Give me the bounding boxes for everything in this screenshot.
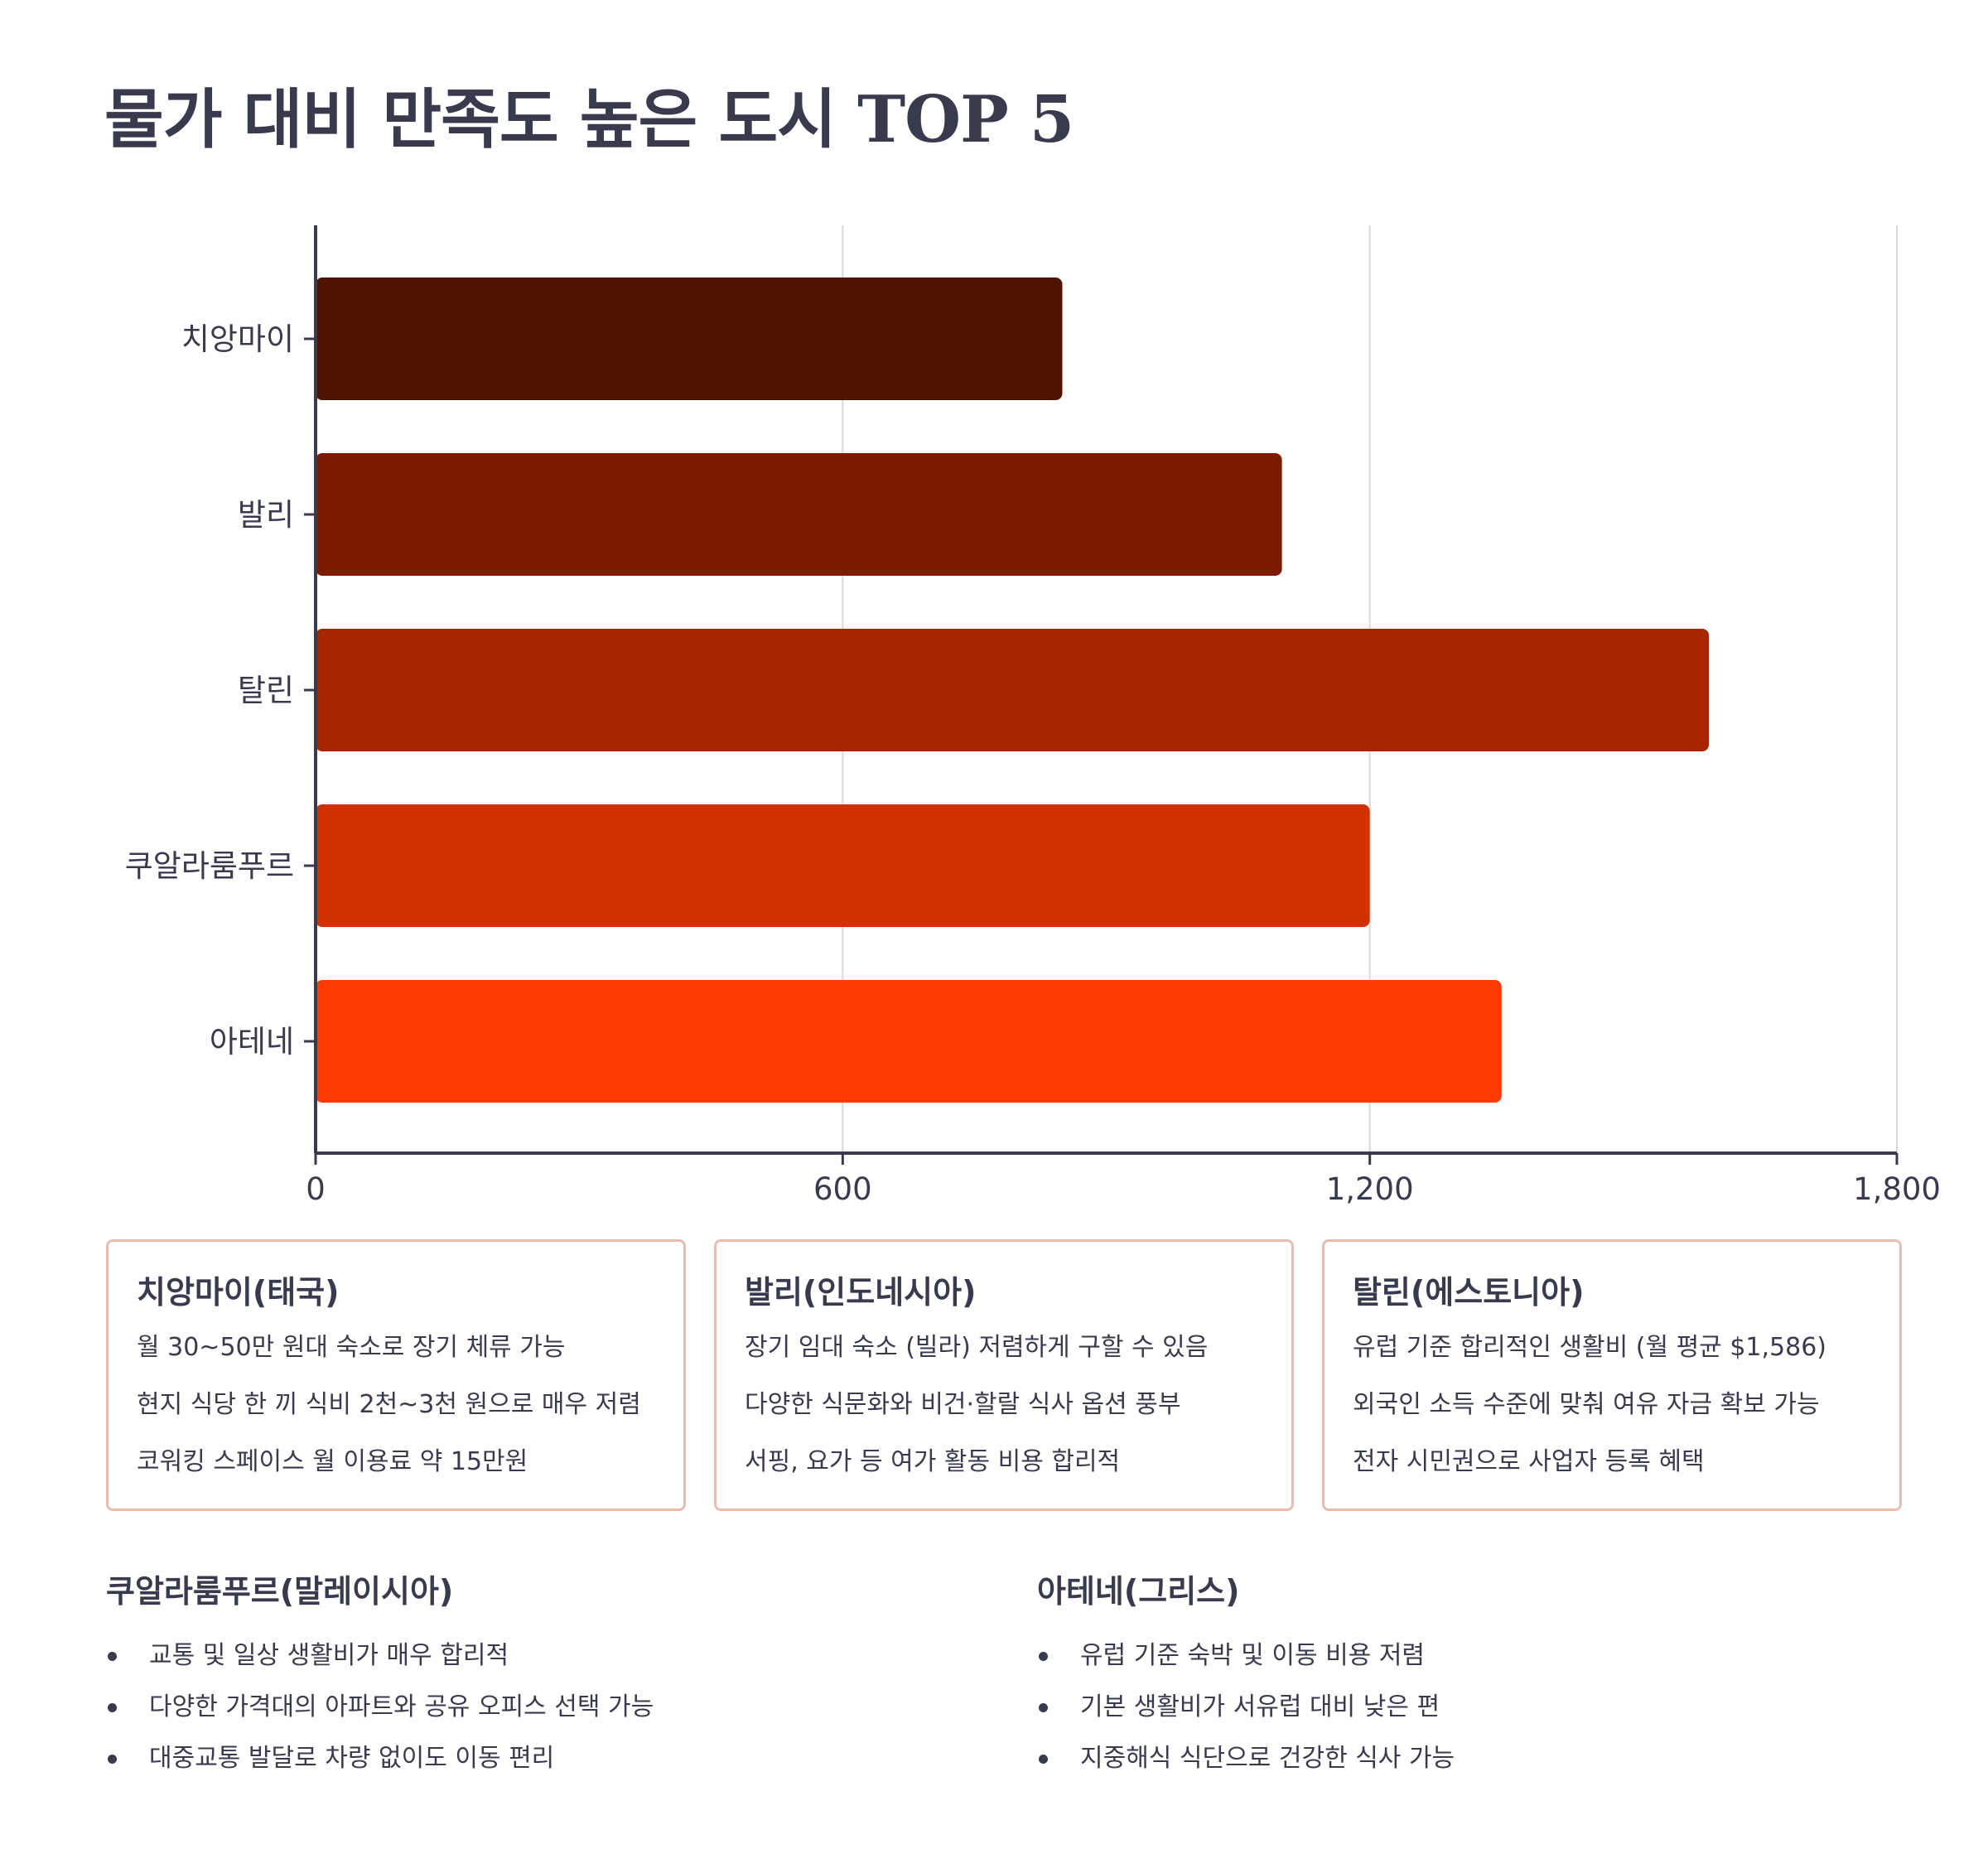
chart-bars	[316, 278, 1710, 1103]
section-athens: 아테네(그리스) 유럽 기준 숙박 및 이동 비용 저렴 기본 생활비가 서유럽…	[1037, 1566, 1865, 1793]
list-item-text: 교통 및 일상 생활비가 매우 합리적	[149, 1641, 509, 1670]
list-item: 유럽 기준 숙박 및 이동 비용 저렴	[1037, 1639, 1865, 1673]
x-tick-label: 0	[306, 1171, 326, 1207]
list-item: 교통 및 일상 생활비가 매우 합리적	[106, 1639, 934, 1673]
category-label: 쿠알라룸푸르	[125, 848, 294, 884]
x-tick-label: 1,200	[1326, 1171, 1414, 1207]
list-item-text: 다양한 가격대의 아파트와 공유 오피스 선택 가능	[149, 1692, 654, 1721]
bar-4	[316, 980, 1502, 1103]
bullet-icon	[108, 1703, 117, 1712]
category-label: 발리	[238, 497, 294, 533]
bar-0	[316, 278, 1063, 400]
chart-axes	[304, 225, 1899, 1165]
card-title: 탈린(에스토니아)	[1353, 1274, 1585, 1311]
card-line: 다양한 식문화와 비건·할랄 식사 옵션 풍부	[745, 1390, 1181, 1419]
card-title: 치앙마이(태국)	[137, 1274, 340, 1311]
bar-1	[316, 453, 1282, 576]
card-line: 외국인 소득 수준에 맞춰 여유 자금 확보 가능	[1353, 1390, 1820, 1419]
card-line: 유럽 기준 합리적인 생활비 (월 평균 $1,586)	[1353, 1333, 1826, 1362]
category-label: 아테네	[210, 1024, 294, 1060]
bullet-icon	[108, 1652, 117, 1661]
card-bali: 발리(인도네시아) 장기 임대 숙소 (빌라) 저렴하게 구할 수 있음 다양한…	[714, 1239, 1294, 1511]
list-item-text: 대중교통 발달로 차량 없이도 이동 편리	[149, 1744, 555, 1773]
section-title: 아테네(그리스)	[1037, 1573, 1240, 1610]
list-item: 다양한 가격대의 아파트와 공유 오피스 선택 가능	[106, 1691, 934, 1724]
bullet-icon	[108, 1755, 117, 1764]
bullet-icon	[1039, 1652, 1048, 1661]
card-tallinn: 탈린(에스토니아) 유럽 기준 합리적인 생활비 (월 평균 $1,586) 외…	[1322, 1239, 1902, 1511]
bullet-icon	[1039, 1755, 1048, 1764]
category-label: 치앙마이	[181, 321, 294, 357]
card-line: 코워킹 스페이스 월 이용료 약 15만원	[137, 1447, 528, 1476]
card-chiangmai: 치앙마이(태국) 월 30~50만 원대 숙소로 장기 체류 가능 현지 식당 …	[106, 1239, 686, 1511]
bar-2	[316, 629, 1710, 751]
card-line: 현지 식당 한 끼 식비 2천~3천 원으로 매우 저렴	[137, 1390, 641, 1419]
list-item-text: 기본 생활비가 서유럽 대비 낮은 편	[1080, 1692, 1440, 1721]
card-title: 발리(인도네시아)	[745, 1274, 977, 1311]
list-item-text: 지중해식 식단으로 건강한 식사 가능	[1080, 1744, 1455, 1773]
section-kualalumpur: 쿠알라룸푸르(말레이시아) 교통 및 일상 생활비가 매우 합리적 다양한 가격…	[106, 1566, 934, 1793]
bullet-icon	[1039, 1703, 1048, 1712]
list-item: 대중교통 발달로 차량 없이도 이동 편리	[106, 1742, 934, 1775]
x-tick-label: 600	[813, 1171, 872, 1207]
list-item: 기본 생활비가 서유럽 대비 낮은 편	[1037, 1691, 1865, 1724]
list-item: 지중해식 식단으로 건강한 식사 가능	[1037, 1742, 1865, 1775]
list-item-text: 유럽 기준 숙박 및 이동 비용 저렴	[1080, 1641, 1426, 1670]
section-title: 쿠알라룸푸르(말레이시아)	[106, 1573, 454, 1610]
page-title: 물가 대비 만족도 높은 도시 TOP 5	[104, 82, 1074, 157]
card-line: 전자 시민권으로 사업자 등록 혜택	[1353, 1447, 1705, 1476]
card-line: 서핑, 요가 등 여가 활동 비용 합리적	[745, 1447, 1121, 1476]
category-label: 탈린	[238, 673, 294, 708]
bar-3	[316, 804, 1370, 927]
x-tick-label: 1,800	[1853, 1171, 1941, 1207]
card-line: 장기 임대 숙소 (빌라) 저렴하게 구할 수 있음	[745, 1333, 1209, 1362]
card-line: 월 30~50만 원대 숙소로 장기 체류 가능	[137, 1333, 566, 1362]
